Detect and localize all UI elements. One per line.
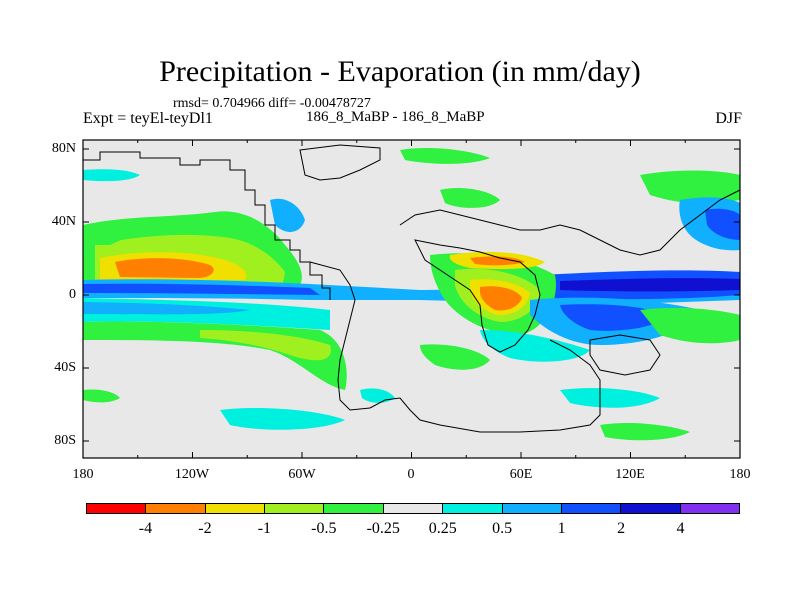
season-label: DJF	[715, 110, 742, 127]
lat-tick-label: 80N	[51, 141, 76, 156]
contour-region	[200, 330, 331, 361]
contour-region	[83, 169, 140, 182]
contour-region	[220, 408, 345, 430]
contour-region	[480, 330, 590, 362]
lon-tick-label: 120W	[174, 467, 210, 482]
colorbar-box	[383, 504, 444, 513]
colorbar-label: 4	[676, 520, 685, 537]
colorbar-label: -2	[198, 520, 212, 537]
colorbar-label: 0.25	[428, 520, 457, 537]
contour-region	[360, 388, 395, 403]
subtitle-text: 186_8_MaBP - 186_8_MaBP	[306, 109, 485, 125]
contour-region	[640, 170, 740, 204]
colorbar-box	[680, 504, 739, 513]
colorbar-box	[502, 504, 562, 513]
contour-region	[560, 387, 660, 408]
lat-tick-label: 40N	[51, 214, 76, 229]
coastline-south-america	[309, 261, 371, 411]
experiment-label: Expt = teyEl-teyDl1	[83, 110, 213, 127]
colorbar	[86, 503, 740, 514]
colorbar-box	[265, 504, 325, 513]
coastline-greenland	[299, 144, 381, 181]
coastline-africa	[414, 239, 541, 353]
figure-title: Precipitation - Evaporation (in mm/day)	[159, 55, 641, 88]
axis-ticks	[82, 140, 741, 458]
colorbar-label: -0.25	[366, 520, 400, 537]
colorbar-box	[621, 504, 681, 513]
colorbar-box	[324, 504, 384, 513]
coastline-eurasia	[399, 189, 741, 256]
colorbar-box	[146, 504, 206, 513]
lon-tick-label: 180	[729, 467, 751, 482]
lon-tick-label: 120E	[615, 467, 645, 482]
contour-region	[270, 198, 305, 232]
contour-fields	[83, 147, 740, 441]
coastline-north-america	[83, 151, 331, 300]
contour-region	[83, 389, 120, 403]
colorbar-label: 0.5	[492, 520, 513, 537]
lon-tick-label: 60W	[288, 467, 316, 482]
colorbar-label: -1	[257, 520, 272, 537]
lat-tick-label: 40S	[54, 360, 76, 375]
stats-text: rmsd= 0.704966 diff= -0.00478727	[173, 96, 371, 111]
contour-region	[400, 147, 490, 164]
colorbar-label: -0.5	[311, 520, 337, 537]
lat-tick-label: 0	[69, 287, 76, 302]
contour-region	[83, 302, 250, 315]
colorbar-box	[205, 504, 266, 513]
coastline-australia	[589, 334, 661, 376]
contour-region	[115, 258, 214, 278]
contour-region	[420, 344, 490, 370]
colorbar-label: -4	[138, 520, 153, 537]
contour-region	[705, 208, 740, 240]
lon-tick-label: 180	[72, 467, 94, 482]
colorbar-box	[87, 504, 147, 513]
lat-tick-label: 80S	[54, 433, 76, 448]
lon-tick-label: 0	[407, 467, 415, 482]
contour-region	[83, 229, 130, 245]
colorbar-box	[561, 504, 622, 513]
coastline-south	[369, 339, 601, 433]
contour-region	[480, 286, 522, 311]
contour-region	[600, 422, 690, 441]
contour-region	[440, 188, 500, 208]
lon-tick-label: 60E	[509, 467, 533, 482]
colorbar-box	[443, 504, 503, 513]
colorbar-label: 1	[557, 520, 566, 537]
contour-region	[560, 278, 740, 292]
coastlines	[83, 144, 741, 433]
contour-region	[470, 256, 525, 266]
contour-region	[83, 283, 320, 295]
colorbar-label: 2	[617, 520, 626, 537]
contour-region	[640, 307, 740, 344]
